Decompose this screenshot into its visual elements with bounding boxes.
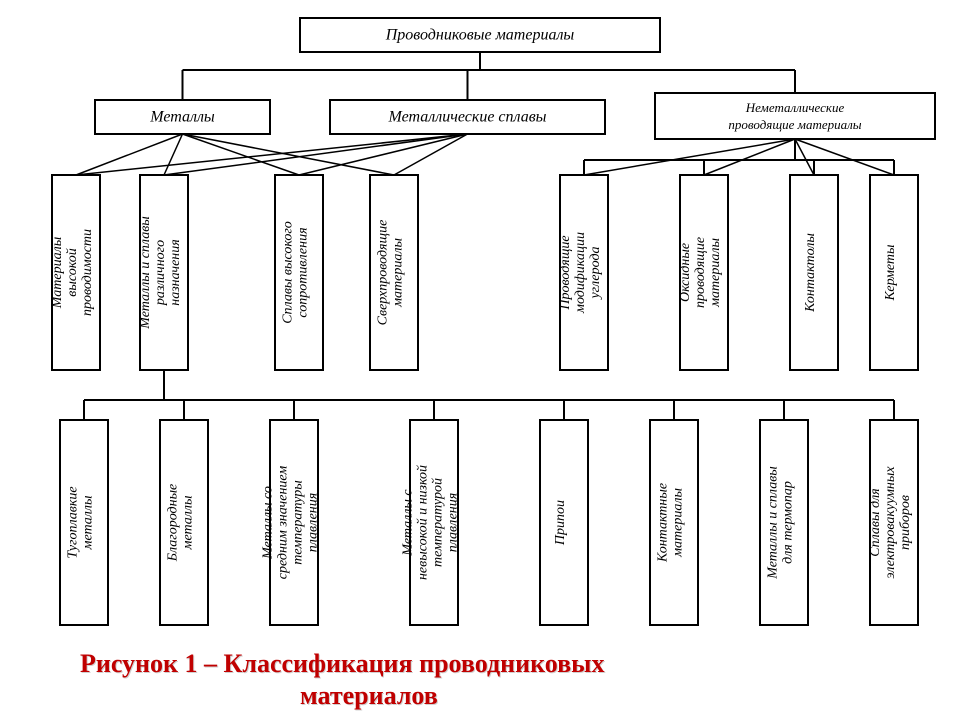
- svg-text:Контактныематериалы: Контактныематериалы: [656, 483, 686, 563]
- row2-label-r2f: Оксидныепроводящиематериалы: [678, 237, 723, 308]
- row3-label-r3f: Контактныематериалы: [656, 483, 686, 563]
- svg-text:Сплавы высокогосопротивления: Сплавы высокогосопротивления: [281, 221, 311, 324]
- svg-text:Оксидныепроводящиематериалы: Оксидныепроводящиематериалы: [678, 237, 723, 308]
- figure-caption-line2: материалов: [300, 680, 438, 713]
- row3-label-r3g: Металлы и сплавыдля термопар: [766, 466, 796, 580]
- svg-text:Тугоплавкиеметаллы: Тугоплавкиеметаллы: [66, 486, 96, 558]
- row2-label-r2g: Контактолы: [803, 233, 818, 313]
- figure-caption-line1: Рисунок 1 – Классификация проводниковых: [80, 648, 604, 681]
- row2-label-r2c: Сплавы высокогосопротивления: [281, 221, 311, 324]
- svg-text:Керметы: Керметы: [883, 244, 898, 301]
- level1-label-nonmetal-l1: Неметаллические: [745, 100, 845, 115]
- root-label: Проводниковые материалы: [385, 27, 575, 44]
- row3-label-r3a: Тугоплавкиеметаллы: [66, 486, 96, 558]
- row3-label-r3e: Припои: [553, 500, 568, 546]
- svg-text:Металлы и сплавыдля термопар: Металлы и сплавыдля термопар: [766, 466, 796, 580]
- classification-tree: Проводниковые материалы Металлы Металличес…: [0, 0, 960, 720]
- level1-label-alloys: Металлические сплавы: [388, 109, 547, 126]
- level1-label-metals: Металлы: [149, 109, 215, 126]
- level1-label-nonmetal-l2: проводящие материалы: [728, 117, 861, 132]
- row2-label-r2h: Керметы: [883, 244, 898, 301]
- svg-text:Припои: Припои: [553, 500, 568, 546]
- svg-text:Контактолы: Контактолы: [803, 233, 818, 313]
